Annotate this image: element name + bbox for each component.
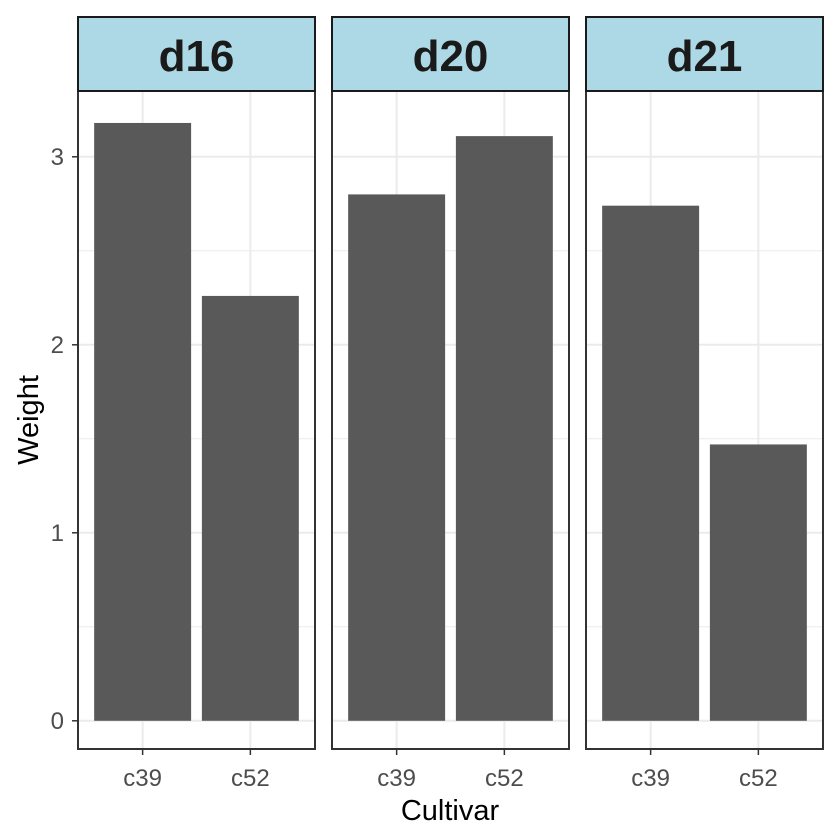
facet-strip-label: d21 bbox=[667, 32, 743, 81]
facet-panel-d21: d21 c39 c52 bbox=[585, 16, 824, 792]
y-tick-label: 3 bbox=[51, 144, 64, 171]
x-tick-label: c39 bbox=[631, 765, 670, 792]
x-tick-label: c52 bbox=[231, 765, 270, 792]
bar-d20-c39 bbox=[348, 194, 446, 721]
x-axis-title: Cultivar bbox=[401, 795, 500, 827]
x-tick-label: c52 bbox=[739, 765, 778, 792]
y-tick-label: 2 bbox=[51, 332, 64, 359]
y-tick-label: 0 bbox=[51, 708, 64, 735]
bar-d16-c52 bbox=[201, 295, 299, 721]
x-tick-label: c39 bbox=[377, 765, 416, 792]
facet-strip-label: d16 bbox=[159, 32, 235, 81]
facet-strip bbox=[585, 16, 824, 92]
x-tick-label: c39 bbox=[123, 765, 162, 792]
bar-d21-c39 bbox=[602, 205, 700, 721]
bar-d16-c39 bbox=[94, 122, 192, 721]
facet-strip-label: d20 bbox=[413, 32, 489, 81]
facet-strip bbox=[331, 16, 570, 92]
x-tick-label: c52 bbox=[485, 765, 524, 792]
facet-panel-d20: d20 c39 c52 bbox=[331, 16, 570, 792]
facet-panels: 0 1 2 3 d16 c39 c52 d20 c39 c52 d21 c39 c52 bbox=[51, 16, 824, 792]
facet-strip bbox=[77, 16, 316, 92]
bar-d21-c52 bbox=[709, 444, 807, 721]
bar-d20-c52 bbox=[455, 136, 553, 721]
y-tick-label: 1 bbox=[51, 520, 64, 547]
facet-panel-d16: d16 c39 c52 bbox=[77, 16, 316, 792]
y-axis-title: Weight bbox=[13, 375, 45, 465]
